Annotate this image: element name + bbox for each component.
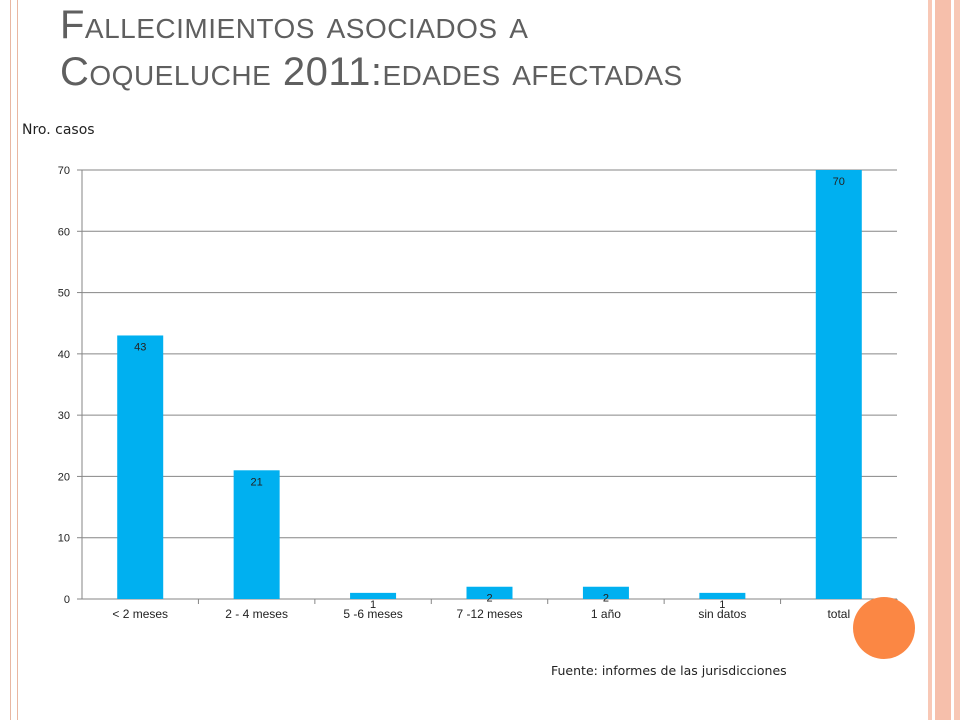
y-tick-label: 70 [58, 165, 70, 177]
data-label: 43 [134, 341, 146, 353]
slide-title: Fallecimientos asociados a Coqueluche 20… [60, 2, 683, 96]
data-label: 2 [486, 593, 492, 605]
x-tick-label: 1 año [591, 607, 621, 621]
data-label: 70 [833, 176, 845, 188]
slide-title-line-2: Coqueluche 2011:edades afectadas [60, 50, 683, 94]
slide-decor-stripes [920, 0, 960, 720]
data-label: 1 [370, 599, 376, 611]
bar [815, 170, 862, 599]
y-tick-label: 40 [58, 349, 70, 361]
bar [233, 470, 280, 599]
data-label: 1 [719, 599, 725, 611]
x-tick-label: < 2 meses [112, 607, 168, 621]
x-tick-label: 2 - 4 meses [225, 607, 288, 621]
bar [582, 586, 629, 599]
source-note: Fuente: informes de las jurisdicciones [551, 663, 787, 678]
bar [117, 335, 164, 599]
bar [466, 586, 513, 599]
slide-title-line-1: Fallecimientos asociados a [60, 3, 529, 47]
data-label: 21 [251, 476, 263, 488]
y-tick-label: 20 [58, 471, 70, 483]
y-tick-label: 0 [64, 594, 70, 606]
y-tick-label: 60 [58, 226, 70, 238]
x-tick-label: 7 -12 meses [456, 607, 522, 621]
slide-left-border [10, 0, 18, 720]
y-axis-title: Nro. casos [22, 122, 95, 138]
y-tick-label: 50 [58, 288, 70, 300]
bar [350, 592, 397, 599]
y-tick-label: 10 [58, 533, 70, 545]
data-label: 2 [603, 593, 609, 605]
y-tick-label: 30 [58, 410, 70, 422]
x-tick-label: 5 -6 meses [343, 607, 402, 621]
decorative-dot [853, 597, 915, 659]
x-tick-label: sin datos [698, 607, 746, 621]
x-tick-label: total [827, 607, 850, 621]
bar [699, 592, 746, 599]
